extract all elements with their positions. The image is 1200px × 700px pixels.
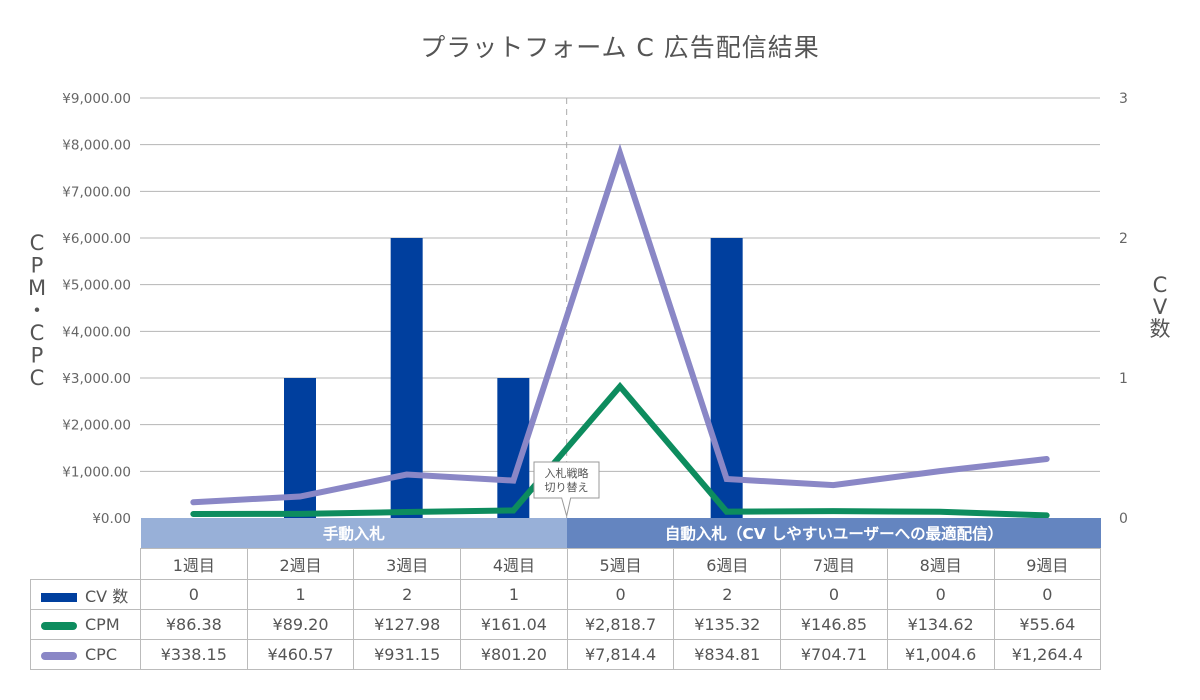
table-row-cpc: CPC ¥338.15 ¥460.57 ¥931.15 ¥801.20 ¥7,814.4… — [30, 639, 1102, 670]
table-cell: 0 — [140, 579, 248, 610]
week-header: 2週目 — [246, 548, 355, 580]
week-header: 5週目 — [566, 548, 675, 580]
week-header: 7週目 — [780, 548, 888, 580]
y-left-axis-title-char: C — [30, 231, 45, 255]
y-left-axis-title-char: P — [31, 344, 44, 368]
blank-cell — [31, 518, 141, 549]
y-right-ticks: 0 1 2 3 — [1119, 91, 1128, 527]
cv-bar — [390, 238, 423, 518]
table-cell: ¥7,814.4 — [566, 639, 675, 670]
week-header: 8週目 — [886, 548, 995, 580]
table-cell: 0 — [780, 579, 888, 610]
table-cell: ¥834.81 — [673, 639, 782, 670]
y-right-axis-title-char: C — [1153, 273, 1168, 297]
table-cell: ¥1,264.4 — [993, 639, 1102, 670]
table-row-cpm: CPM ¥86.38 ¥89.20 ¥127.98 ¥161.04 ¥2,818.7 ¥1… — [30, 609, 1102, 640]
table-cell: ¥704.71 — [780, 639, 888, 670]
week-header: 9週目 — [993, 548, 1102, 580]
table-cell: 2 — [673, 579, 782, 610]
y-left-tick-label: ¥3,000.00 — [62, 371, 131, 387]
blank-cell — [30, 548, 141, 580]
y-right-axis-title-char: 数 — [1150, 317, 1171, 341]
y-right-tick-label: 1 — [1119, 371, 1128, 387]
y-right-tick-label: 0 — [1119, 511, 1128, 527]
table-cell: ¥86.38 — [140, 609, 248, 640]
y-left-tick-label: ¥8,000.00 — [62, 138, 131, 154]
y-right-axis-title: CV数 — [1150, 273, 1171, 341]
data-table: 手動入札 自動入札（CV しやすいユーザーへの最適配信） 1週目 2週目 3週目 4週… — [30, 518, 1102, 670]
callout-box — [533, 461, 600, 517]
callout-text: 入札戦略 — [545, 466, 589, 480]
callout-text: 切り替え — [545, 480, 589, 494]
table-cell: 0 — [993, 579, 1102, 610]
table-cell: 0 — [566, 579, 675, 610]
table-cell: ¥338.15 — [140, 639, 248, 670]
legend-cpm: CPM — [30, 609, 141, 640]
table-cell: ¥801.20 — [460, 639, 568, 670]
y-left-axis-title-char: C — [30, 321, 45, 345]
y-left-tick-label: ¥6,000.00 — [62, 231, 131, 247]
table-cell: ¥2,818.7 — [566, 609, 675, 640]
week-header: 4週目 — [460, 548, 568, 580]
table-cell: 1 — [246, 579, 355, 610]
legend-label: CPM — [85, 615, 120, 634]
table-cell: ¥931.15 — [353, 639, 462, 670]
table-cell: ¥55.64 — [993, 609, 1102, 640]
y-right-tick-label: 3 — [1119, 91, 1128, 107]
table-cell: ¥1,004.6 — [886, 639, 995, 670]
y-left-ticks: ¥0.00 ¥1,000.00 ¥2,000.00 ¥3,000.00 ¥4,000.0… — [62, 91, 131, 527]
y-left-axis-title: CPM・CPC — [27, 231, 48, 390]
week-header: 3週目 — [353, 548, 462, 580]
table-cell: 1 — [460, 579, 568, 610]
week-header: 1週目 — [140, 548, 248, 580]
phase-row: 手動入札 自動入札（CV しやすいユーザーへの最適配信） — [31, 518, 1101, 549]
y-left-tick-label: ¥7,000.00 — [62, 184, 131, 200]
y-left-axis-title-char: P — [31, 254, 44, 278]
phase-manual-label: 手動入札 — [140, 518, 568, 549]
y-left-axis-title-char: C — [30, 366, 45, 390]
legend-swatch-cv — [41, 592, 77, 602]
legend-swatch-cpc — [41, 651, 77, 660]
table-cell: ¥127.98 — [353, 609, 462, 640]
table-cell: ¥135.32 — [673, 609, 782, 640]
y-right-tick-label: 2 — [1119, 231, 1128, 247]
week-row: 1週目 2週目 3週目 4週目 5週目 6週目 7週目 8週目 9週目 — [30, 548, 1102, 580]
table-cell: ¥134.62 — [886, 609, 995, 640]
table-cell: ¥146.85 — [780, 609, 888, 640]
phase-auto-label: 自動入札（CV しやすいユーザーへの最適配信） — [567, 518, 1101, 549]
series-lines — [190, 143, 1050, 519]
table-cell: ¥161.04 — [460, 609, 568, 640]
table-cell: 2 — [353, 579, 462, 610]
legend-swatch-cpm — [41, 621, 77, 630]
table-cell: 0 — [886, 579, 995, 610]
y-left-tick-label: ¥1,000.00 — [62, 464, 131, 480]
y-left-axis-title-char: ・ — [27, 299, 48, 323]
y-left-tick-label: ¥4,000.00 — [62, 324, 131, 340]
y-left-tick-label: ¥2,000.00 — [62, 418, 131, 434]
series-line-cpm — [190, 381, 1050, 519]
table-cell: ¥460.57 — [246, 639, 355, 670]
legend-cpc: CPC — [30, 639, 141, 670]
table-cell: ¥89.20 — [246, 609, 355, 640]
chart-title: プラットフォーム C 広告配信結果 — [420, 33, 820, 62]
y-left-tick-label: ¥9,000.00 — [62, 91, 131, 107]
legend-label: CPC — [85, 645, 117, 664]
legend-label: CV 数 — [85, 586, 129, 606]
legend-cv: CV 数 — [30, 579, 141, 610]
series-line-cpc — [190, 143, 1050, 506]
y-left-axis-title-char: M — [28, 276, 46, 300]
y-left-tick-label: ¥0.00 — [92, 511, 131, 527]
y-right-axis-title-char: V — [1153, 295, 1168, 319]
week-header: 6週目 — [673, 548, 782, 580]
y-left-tick-label: ¥5,000.00 — [62, 278, 131, 294]
